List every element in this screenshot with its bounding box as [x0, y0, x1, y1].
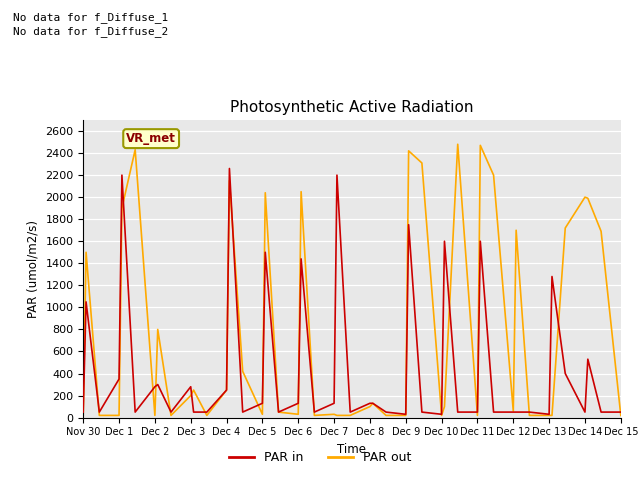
Text: No data for f_Diffuse_2: No data for f_Diffuse_2 — [13, 26, 168, 37]
X-axis label: Time: Time — [337, 443, 367, 456]
Y-axis label: PAR (umol/m2/s): PAR (umol/m2/s) — [27, 220, 40, 318]
Text: No data for f_Diffuse_1: No data for f_Diffuse_1 — [13, 12, 168, 23]
Title: Photosynthetic Active Radiation: Photosynthetic Active Radiation — [230, 100, 474, 115]
Legend: PAR in, PAR out: PAR in, PAR out — [223, 446, 417, 469]
Text: VR_met: VR_met — [126, 132, 176, 145]
